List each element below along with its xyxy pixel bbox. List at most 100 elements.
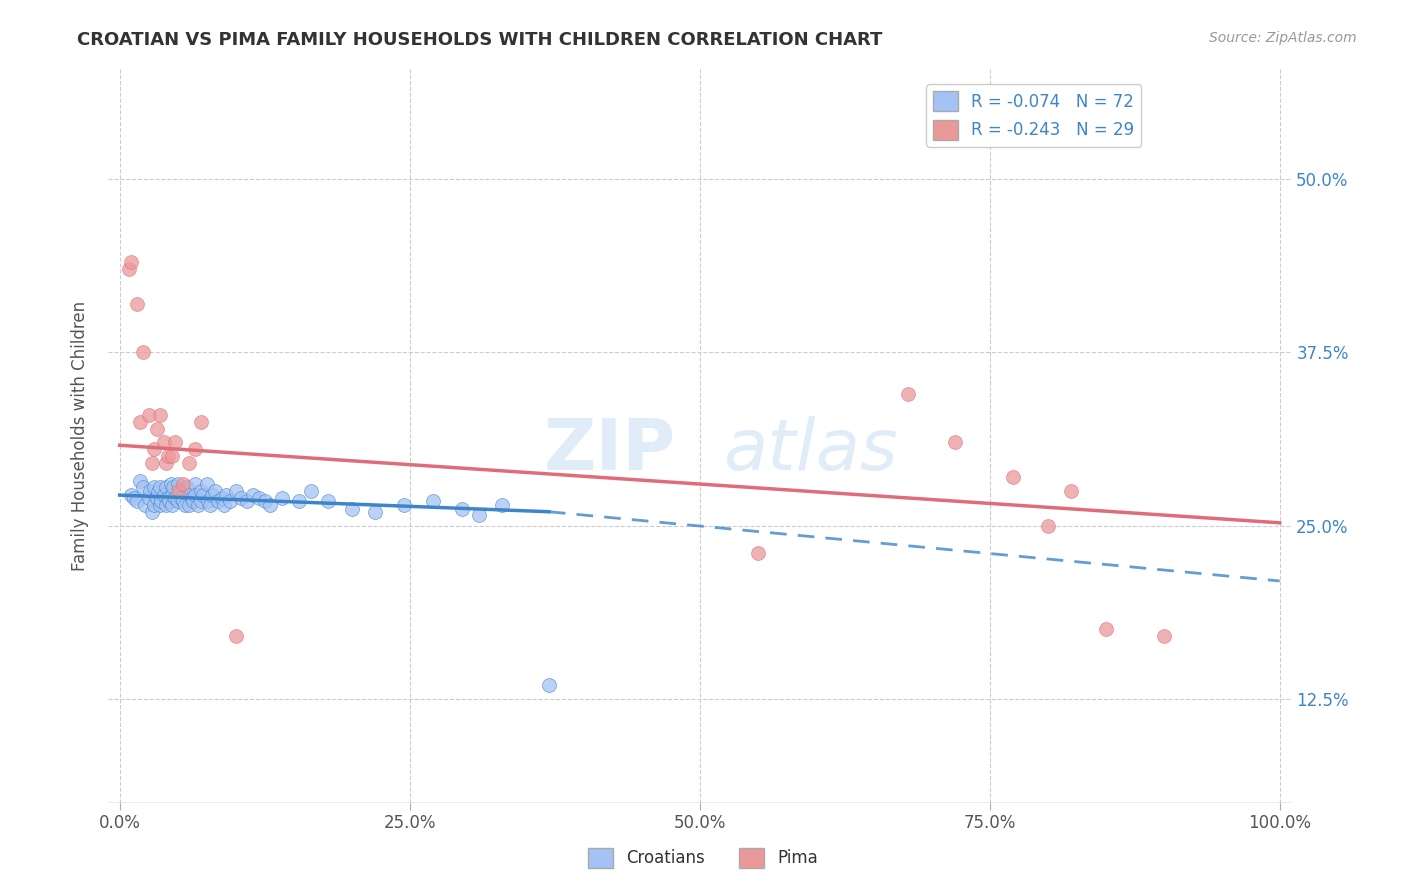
Legend: R = -0.074   N = 72, R = -0.243   N = 29: R = -0.074 N = 72, R = -0.243 N = 29 (927, 84, 1142, 146)
Point (149, 498, 172, 512)
Point (159, 477, 181, 491)
Point (271, 491, 294, 505)
Point (190, 415, 212, 429)
Point (134, 498, 156, 512)
Point (1153, 629, 1175, 643)
Y-axis label: Family Households with Children: Family Households with Children (72, 301, 89, 571)
Point (172, 477, 194, 491)
Point (176, 480, 198, 494)
Point (170, 491, 193, 505)
Point (184, 477, 207, 491)
Text: Source: ZipAtlas.com: Source: ZipAtlas.com (1209, 31, 1357, 45)
Point (132, 345, 155, 359)
Point (225, 629, 247, 643)
Point (179, 456, 201, 470)
Point (190, 483, 212, 498)
Point (231, 491, 253, 505)
Point (157, 450, 180, 464)
Point (259, 498, 281, 512)
Point (173, 498, 195, 512)
Point (120, 488, 142, 502)
Point (166, 493, 188, 508)
Point (172, 493, 194, 508)
Point (340, 502, 363, 516)
Point (146, 485, 169, 500)
Point (141, 505, 163, 519)
Point (118, 262, 141, 277)
Point (159, 493, 181, 508)
Point (242, 488, 264, 502)
Point (155, 456, 177, 470)
Point (160, 488, 183, 502)
Point (236, 493, 259, 508)
Point (211, 491, 233, 505)
Point (1036, 518, 1059, 533)
Point (145, 491, 167, 505)
Point (143, 498, 166, 512)
Point (129, 415, 152, 429)
Point (162, 480, 184, 494)
Point (190, 493, 212, 508)
Point (169, 483, 191, 498)
Point (152, 435, 174, 450)
Point (212, 498, 235, 512)
Point (120, 255, 142, 269)
Point (537, 678, 560, 692)
Point (364, 505, 387, 519)
Point (145, 422, 167, 436)
Point (165, 435, 187, 450)
Point (1060, 483, 1083, 498)
Point (468, 508, 491, 522)
Point (450, 502, 472, 516)
Point (184, 442, 207, 457)
Point (138, 408, 160, 422)
Point (204, 483, 226, 498)
Text: ZIP: ZIP (544, 416, 676, 484)
Legend: Croatians, Pima: Croatians, Pima (582, 841, 824, 875)
Point (166, 483, 188, 498)
Text: CROATIAN VS PIMA FAMILY HOUSEHOLDS WITH CHILDREN CORRELATION CHART: CROATIAN VS PIMA FAMILY HOUSEHOLDS WITH … (77, 31, 883, 49)
Point (207, 493, 229, 508)
Point (149, 480, 172, 494)
Point (1094, 623, 1116, 637)
Point (129, 475, 152, 489)
Point (191, 488, 214, 502)
Point (225, 483, 247, 498)
Point (157, 491, 180, 505)
Point (184, 488, 207, 502)
Point (747, 546, 769, 560)
Point (155, 498, 177, 512)
Point (125, 297, 148, 311)
Point (132, 480, 155, 494)
Point (138, 491, 160, 505)
Point (122, 491, 145, 505)
Point (318, 493, 340, 508)
Point (1001, 470, 1024, 484)
Point (141, 456, 163, 470)
Point (125, 493, 148, 508)
Point (155, 480, 177, 494)
Point (179, 488, 201, 502)
Point (897, 387, 920, 401)
Point (152, 488, 174, 502)
Point (187, 498, 209, 512)
Point (392, 498, 415, 512)
Point (181, 493, 204, 508)
Point (215, 488, 238, 502)
Point (179, 498, 201, 512)
Point (491, 498, 513, 512)
Point (166, 477, 188, 491)
Point (253, 493, 276, 508)
Point (422, 493, 444, 508)
Point (160, 498, 183, 512)
Point (143, 442, 166, 457)
Point (247, 491, 270, 505)
Point (143, 480, 166, 494)
Point (149, 408, 172, 422)
Point (943, 435, 966, 450)
Point (198, 498, 221, 512)
Point (150, 493, 173, 508)
Point (160, 450, 183, 464)
Point (288, 493, 311, 508)
Text: atlas: atlas (723, 416, 898, 484)
